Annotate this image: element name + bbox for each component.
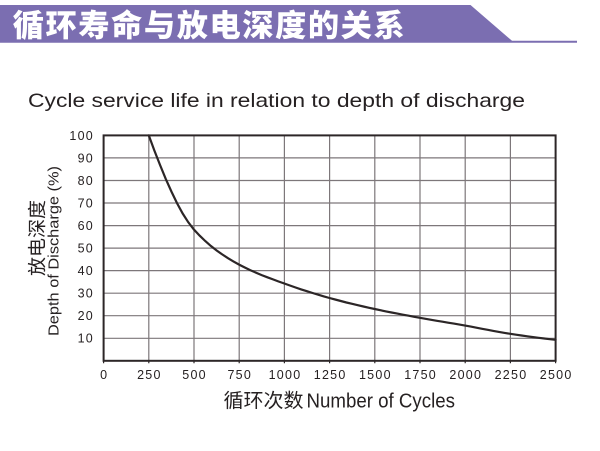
svg-text:90: 90 (78, 151, 94, 165)
svg-text:30: 30 (78, 287, 94, 301)
svg-text:2000: 2000 (449, 368, 482, 382)
svg-text:1500: 1500 (359, 368, 392, 382)
svg-text:100: 100 (69, 129, 94, 143)
svg-text:250: 250 (137, 368, 162, 382)
svg-text:50: 50 (78, 242, 94, 256)
svg-text:0: 0 (100, 368, 108, 382)
svg-text:Number of Cycles: Number of Cycles (307, 391, 456, 413)
svg-text:Cycle service life in relation: Cycle service life in relation to depth … (28, 90, 525, 112)
svg-text:750: 750 (227, 368, 252, 382)
svg-text:70: 70 (78, 196, 94, 210)
svg-text:500: 500 (182, 368, 207, 382)
svg-text:Depth of Discharge (%): Depth of Discharge (%) (46, 166, 63, 336)
svg-text:20: 20 (78, 309, 94, 323)
svg-text:2500: 2500 (540, 368, 573, 382)
svg-text:1250: 1250 (314, 368, 347, 382)
svg-text:10: 10 (78, 332, 94, 346)
svg-text:60: 60 (78, 219, 94, 233)
svg-text:40: 40 (78, 264, 94, 278)
svg-text:80: 80 (78, 174, 94, 188)
svg-text:2250: 2250 (495, 368, 528, 382)
svg-text:1000: 1000 (269, 368, 302, 382)
svg-text:1750: 1750 (404, 368, 437, 382)
